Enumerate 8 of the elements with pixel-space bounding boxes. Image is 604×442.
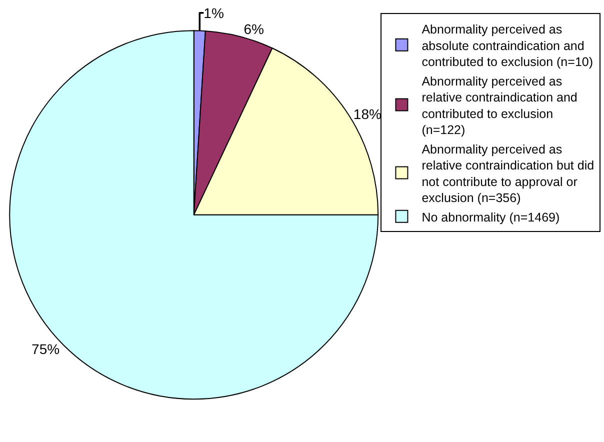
data-label: 75% [32, 341, 60, 358]
legend-label: Abnormality perceived as relative contraindication and contributed to exclusion (n=122) [422, 74, 578, 137]
data-label: 6% [244, 20, 264, 37]
data-label: 1% [204, 4, 224, 21]
legend-label: No abnormality (n=1469) [422, 210, 560, 224]
legend-label: Abnormality perceived as absolute contraindication and contributed to exclusion (n=10) [422, 22, 594, 69]
data-label: 18% [353, 106, 382, 122]
legend-label: Abnormality perceived as relative contraindication but did not contribute to approval or exclusion (n=356) [422, 142, 594, 205]
